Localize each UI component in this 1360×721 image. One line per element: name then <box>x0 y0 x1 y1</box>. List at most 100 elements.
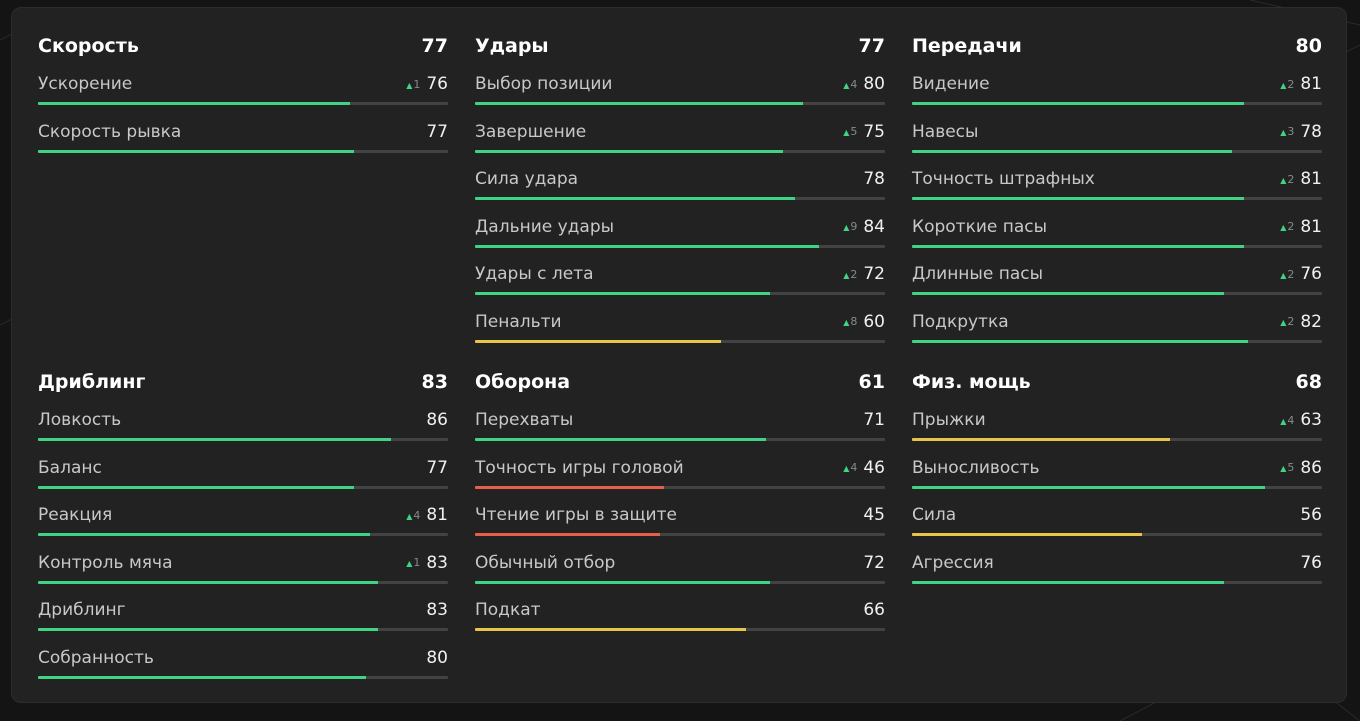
stat-name: Длинные пасы <box>912 264 1044 284</box>
stat-right: 76 <box>1300 552 1322 574</box>
stat-value: 80 <box>426 647 448 668</box>
stat-right: ▲2 81 <box>1280 216 1322 238</box>
stat-value: 80 <box>863 74 885 94</box>
stat-group-value: 80 <box>1295 35 1322 57</box>
stat-bar-fill <box>475 339 721 343</box>
stat-delta-value: 4 <box>413 508 421 522</box>
stat-delta: ▲1 <box>406 556 420 569</box>
stat-value: 63 <box>1300 410 1322 430</box>
stat-group-title: Удары <box>475 35 549 57</box>
stat-bar-track <box>475 339 885 343</box>
stat-row: Завершение ▲5 75 <box>475 121 885 161</box>
up-arrow-icon: ▲ <box>1280 223 1287 232</box>
stat-right: 78 <box>863 168 885 190</box>
stat-delta-value: 2 <box>850 267 858 281</box>
stat-bar-track <box>475 149 885 153</box>
stat-group-header: Дриблинг 83 <box>38 367 448 397</box>
stat-value: 81 <box>1300 74 1322 94</box>
stat-name: Ловкость <box>38 410 122 430</box>
up-arrow-icon: ▲ <box>843 223 850 232</box>
stat-delta: ▲5 <box>1280 461 1294 474</box>
stat-bar-fill <box>475 438 767 441</box>
stat-row: Чтение игры в защите 45 <box>475 504 885 544</box>
stat-bar-track <box>475 533 885 536</box>
stat-bar-fill <box>475 628 746 631</box>
stat-bar-track <box>38 102 448 105</box>
stat-group-header: Удары 77 <box>475 31 885 61</box>
stat-row: Выбор позиции ▲4 80 <box>475 73 885 113</box>
stat-row: Контроль мяча ▲1 83 <box>38 552 448 592</box>
stat-value: 56 <box>1300 505 1322 525</box>
stat-row: Точность игры головой ▲4 46 <box>475 457 885 497</box>
stat-name: Подкрутка <box>912 311 1009 332</box>
stat-group-value: 77 <box>421 35 448 57</box>
stat-name: Перехваты <box>475 410 574 430</box>
stat-value: 77 <box>426 121 448 142</box>
stat-row: Длинные пасы ▲2 76 <box>912 263 1322 303</box>
stat-delta: ▲4 <box>406 509 420 522</box>
stat-right: ▲4 46 <box>843 457 885 479</box>
stat-bar-fill <box>475 580 771 584</box>
stat-bar-track <box>912 292 1322 295</box>
stat-bar-fill <box>38 628 379 631</box>
stat-row: Прыжки ▲4 63 <box>912 409 1322 449</box>
stat-row: Скорость рывка 77 <box>38 121 448 161</box>
stat-value: 81 <box>1300 216 1322 237</box>
stat-value: 86 <box>426 410 448 430</box>
stat-name: Сила удара <box>475 169 579 189</box>
stat-delta-value: 2 <box>1287 315 1295 328</box>
stat-row: Навесы ▲3 78 <box>912 121 1322 161</box>
stat-value: 72 <box>863 264 885 284</box>
stat-group-value: 77 <box>858 35 885 57</box>
stat-bar-track <box>475 628 885 631</box>
stat-value: 76 <box>1300 552 1322 573</box>
stat-bar-fill <box>912 339 1249 343</box>
stat-name: Видение <box>912 74 990 94</box>
stat-value: 78 <box>1300 121 1322 142</box>
stat-bar-track <box>912 244 1322 248</box>
stat-right: ▲2 81 <box>1280 73 1322 95</box>
stat-right: ▲2 81 <box>1280 168 1322 190</box>
stat-bar-track <box>912 533 1322 536</box>
stat-name: Собранность <box>38 647 154 668</box>
stat-name: Удары с лета <box>475 264 594 284</box>
stat-group-header: Передачи 80 <box>912 31 1322 61</box>
stat-right: ▲4 81 <box>406 504 448 526</box>
stat-name: Подкат <box>475 600 541 620</box>
up-arrow-icon: ▲ <box>1280 270 1287 280</box>
stat-bar-track <box>912 102 1322 105</box>
stat-right: 86 <box>426 409 448 431</box>
stat-right: 56 <box>1300 504 1322 526</box>
stat-name: Обычный отбор <box>475 552 616 573</box>
stat-name: Чтение игры в защите <box>475 505 677 525</box>
up-arrow-icon: ▲ <box>843 270 850 280</box>
stat-name: Дриблинг <box>38 600 126 620</box>
stat-name: Завершение <box>475 121 587 142</box>
stat-delta-value: 5 <box>850 125 858 138</box>
up-arrow-icon: ▲ <box>406 559 413 568</box>
stat-row: Обычный отбор 72 <box>475 552 885 592</box>
stat-bar-track <box>475 102 885 105</box>
stat-row: Перехваты 71 <box>475 409 885 449</box>
stat-bar-fill <box>912 292 1224 295</box>
stat-row: Сила удара 78 <box>475 168 885 208</box>
stat-bar-fill <box>38 149 354 153</box>
stat-right: 72 <box>863 552 885 574</box>
stat-delta: ▲2 <box>1280 315 1294 328</box>
stat-right: ▲5 86 <box>1280 457 1322 479</box>
stat-right: ▲3 78 <box>1280 121 1322 143</box>
stat-right: ▲2 76 <box>1280 263 1322 285</box>
stat-value: 81 <box>1300 169 1322 189</box>
stat-bar-fill <box>38 580 379 584</box>
stat-group-title: Скорость <box>38 35 139 57</box>
stat-name: Баланс <box>38 457 102 478</box>
stat-bar-fill <box>912 244 1245 248</box>
stat-name: Точность штрафных <box>912 169 1095 189</box>
stat-bar-track <box>475 197 885 200</box>
stat-delta: ▲2 <box>843 268 857 281</box>
stat-delta: ▲3 <box>1280 125 1294 138</box>
stat-row: Реакция ▲4 81 <box>38 504 448 544</box>
stat-delta: ▲9 <box>843 220 857 233</box>
stat-bar-track <box>912 339 1322 343</box>
stat-row: Пенальти ▲8 60 <box>475 311 885 351</box>
